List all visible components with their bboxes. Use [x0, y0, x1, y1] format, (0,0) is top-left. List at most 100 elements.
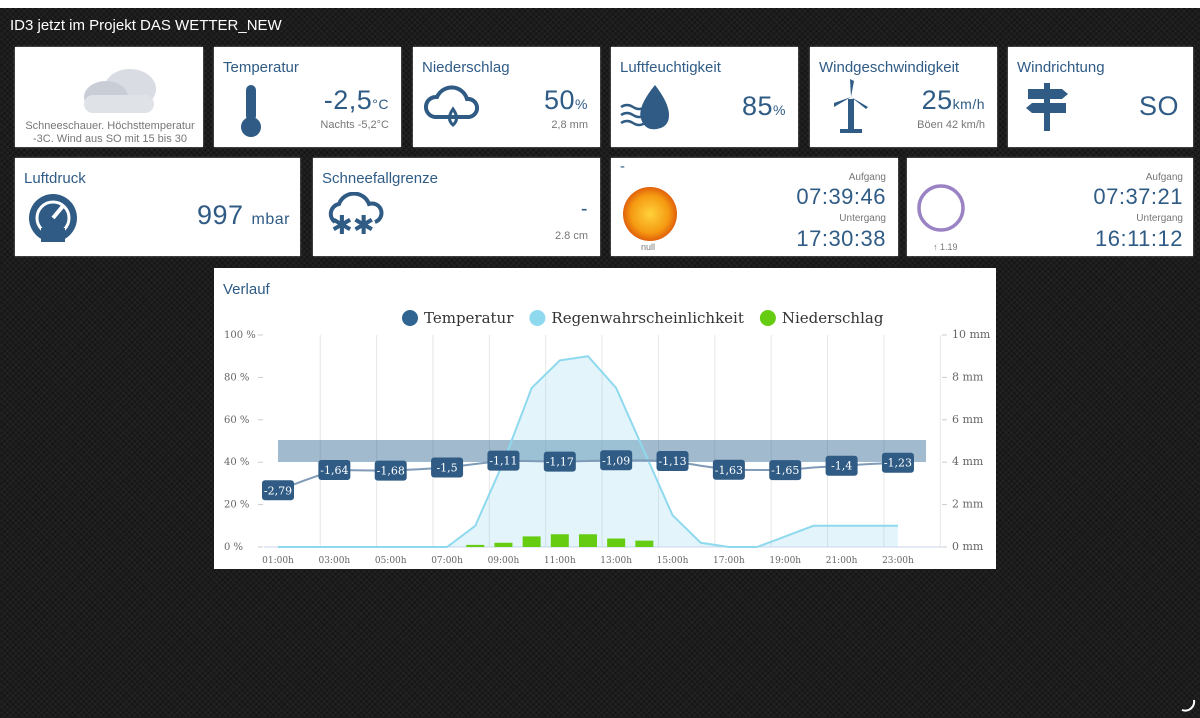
y2-tick-label: 4 mm: [952, 455, 984, 468]
data-label-box: [656, 450, 689, 471]
x-tick-label: 17:00h: [713, 556, 745, 566]
set-label: Untergang: [839, 213, 886, 224]
sun-tile[interactable]: - null Aufgang 07:39:46 Untergang 17:30:…: [611, 158, 898, 256]
y2-tick-label: 10 mm: [952, 328, 991, 341]
thermometer-icon: [241, 85, 261, 137]
data-label: -1,68: [377, 465, 405, 478]
legend-label: Regenwahrscheinlichkeit: [551, 309, 743, 327]
value: 997: [196, 200, 244, 230]
temperature-tile[interactable]: Temperatur -2,5°C Nachts -5,2°C: [214, 47, 401, 147]
page-title: ID3 jetzt im Projekt DAS WETTER_NEW: [10, 17, 282, 34]
wind-turbine-icon: [834, 79, 868, 133]
unit: km/h: [952, 96, 985, 112]
data-label-box: [487, 450, 520, 471]
data-label: -1,5: [436, 462, 457, 475]
rain-probability-line: [278, 355, 898, 548]
y2-tick-label: 6 mm: [952, 413, 984, 426]
moon-value: 1.19: [940, 242, 958, 252]
value: 25: [921, 85, 953, 115]
data-label-box: [374, 460, 407, 481]
x-tick-label: 03:00h: [318, 556, 350, 566]
y2-tick-label: 0 mm: [952, 540, 984, 553]
rain-icon: [424, 85, 479, 127]
tile-title: Schneefallgrenze: [322, 170, 438, 187]
y2-tick-label: 8 mm: [952, 370, 984, 383]
wind-speed-tile[interactable]: Windgeschwindigkeit 25km/h Böen 42 km/h: [810, 47, 997, 147]
x-tick-label: 11:00h: [544, 556, 576, 566]
legend-label: Niederschlag: [782, 309, 884, 327]
data-label: -1,23: [884, 457, 912, 470]
data-label-box: [543, 451, 576, 472]
unit: °C: [372, 96, 389, 112]
y-tick-label: 0 %: [224, 542, 243, 553]
legend-label: Temperatur: [424, 309, 514, 327]
data-label: -1,11: [489, 455, 517, 468]
snow-icon: ✱✱: [328, 192, 384, 240]
precipitation-bar: [494, 542, 513, 547]
unit: %: [575, 96, 588, 112]
top-strip: [0, 0, 1200, 8]
signpost-icon: [1026, 83, 1068, 131]
data-label: -2,79: [264, 484, 292, 497]
x-tick-label: 01:00h: [262, 556, 294, 566]
sunset: 17:30:38: [796, 226, 886, 251]
moonset: 16:11:12: [1094, 226, 1183, 251]
tile-sub: 2.8 cm: [554, 230, 588, 242]
y-tick-label: 20 %: [224, 500, 249, 511]
unit: %: [773, 102, 786, 118]
data-label: -1,4: [831, 460, 852, 473]
chart-panel: [214, 268, 996, 569]
x-tick-label: 21:00h: [826, 556, 858, 566]
data-label-box: [262, 480, 294, 501]
tile-title: Windgeschwindigkeit: [819, 59, 960, 76]
precipitation-bar: [635, 540, 654, 547]
data-label-box: [431, 457, 464, 478]
data-label: -1,65: [771, 464, 799, 477]
unit: mbar: [251, 211, 290, 228]
set-label: Untergang: [1136, 213, 1183, 224]
y-tick-label: 80 %: [224, 372, 249, 383]
data-label-box: [318, 459, 351, 480]
wind-direction-tile[interactable]: Windrichtung SO: [1008, 47, 1193, 147]
legend-swatch: [759, 310, 776, 326]
data-label-box: [712, 459, 745, 480]
weather-text: Schneeschauer. Höchsttemperatur -3C. Win…: [25, 120, 195, 145]
precipitation-bar: [466, 544, 485, 547]
sun-label: null: [641, 242, 656, 252]
data-label-box: [600, 450, 633, 471]
pressure-tile[interactable]: Luftdruck 997 mbar: [15, 158, 300, 256]
precipitation-bar: [578, 534, 597, 547]
moonrise: 07:37:21: [1093, 184, 1183, 209]
tile-value: 997 mbar: [197, 200, 290, 231]
sun-icon: [623, 187, 677, 241]
x-tick-label: 09:00h: [488, 556, 520, 566]
tile-value: SO: [1138, 91, 1179, 121]
tile-value: 25km/h: [922, 85, 985, 116]
x-tick-label: 13:00h: [600, 556, 632, 566]
x-tick-label: 19:00h: [769, 556, 801, 566]
data-label: -1,13: [658, 455, 686, 468]
value: -2,5: [323, 85, 373, 115]
tile-title: Windrichtung: [1017, 59, 1105, 76]
data-label: -1,17: [546, 456, 574, 469]
precipitation-tile[interactable]: Niederschlag 50% 2,8 mm: [413, 47, 600, 147]
data-label: -1,09: [602, 454, 630, 467]
data-label: -1,64: [320, 464, 348, 477]
humidity-tile[interactable]: Luftfeuchtigkeit 85%: [611, 47, 798, 147]
rise-label: Aufgang: [1145, 172, 1183, 183]
data-label-box: [769, 460, 802, 481]
tile-value: 50%: [544, 85, 588, 116]
tile-title: -: [620, 158, 625, 175]
snow-glyph: ✱✱: [331, 210, 375, 240]
x-tick-label: 15:00h: [657, 556, 689, 566]
tile-title: Temperatur: [223, 59, 299, 76]
weather-tile[interactable]: Schneeschauer. Höchsttemperatur -3C. Win…: [15, 47, 203, 147]
moon-tile[interactable]: ↑ 1.19 Aufgang 07:37:21 Untergang 16:11:…: [907, 158, 1193, 256]
sunrise: 07:39:46: [796, 184, 886, 209]
tile-title: Niederschlag: [422, 59, 510, 76]
data-label-box: [825, 455, 858, 476]
gauge-icon: [29, 194, 77, 242]
snow-line-tile[interactable]: Schneefallgrenze ✱✱ - 2.8 cm: [313, 158, 600, 256]
value: 50: [544, 85, 576, 115]
